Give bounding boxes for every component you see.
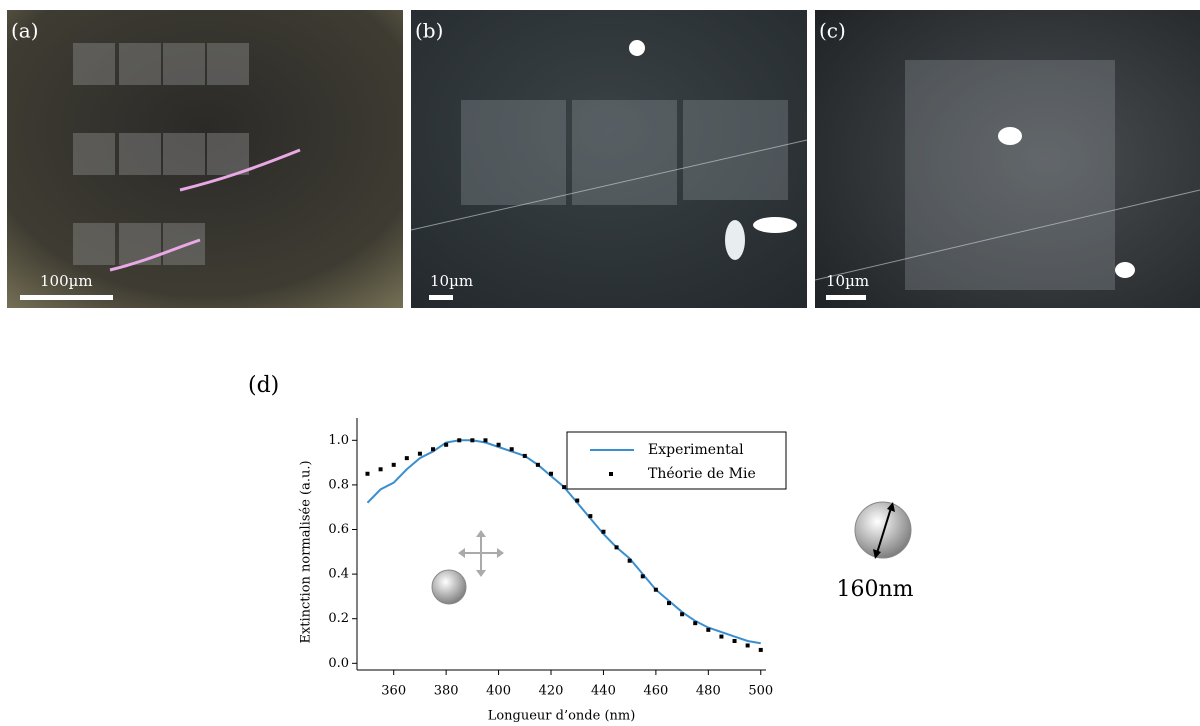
data-point bbox=[562, 485, 567, 490]
data-point bbox=[588, 514, 593, 519]
data-point bbox=[666, 601, 671, 606]
data-point bbox=[549, 471, 554, 476]
data-point bbox=[470, 438, 475, 443]
data-point bbox=[653, 587, 658, 592]
image-panel-a bbox=[7, 10, 403, 308]
data-point bbox=[601, 529, 606, 534]
legend-swatch bbox=[609, 472, 613, 476]
data-point bbox=[680, 612, 685, 617]
x-tick-label: 360 bbox=[381, 684, 406, 699]
data-point bbox=[719, 634, 724, 639]
y-tick-label: 0.6 bbox=[328, 522, 349, 537]
x-tick-label: 440 bbox=[591, 684, 616, 699]
sphere-icon bbox=[431, 501, 912, 605]
data-point bbox=[758, 647, 763, 652]
panel-label: (d) bbox=[248, 373, 279, 398]
legend-label: Théorie de Mie bbox=[648, 466, 756, 482]
panel-label: (c) bbox=[819, 19, 846, 43]
image-panel-c bbox=[814, 10, 1200, 308]
data-point bbox=[457, 438, 462, 443]
scale-label: 10µm bbox=[826, 272, 869, 290]
x-tick-label: 480 bbox=[696, 684, 721, 699]
image-panel-b bbox=[410, 10, 808, 308]
scale-label: 10µm bbox=[430, 272, 473, 290]
data-point bbox=[509, 447, 514, 452]
panel-label: (a) bbox=[11, 19, 39, 43]
data-point bbox=[404, 456, 409, 461]
data-point bbox=[640, 574, 645, 579]
x-tick-label: 420 bbox=[539, 684, 564, 699]
data-point bbox=[535, 462, 540, 467]
scale-label: 100µm bbox=[40, 272, 93, 290]
data-point bbox=[575, 498, 580, 503]
x-tick-label: 500 bbox=[748, 684, 773, 699]
data-point bbox=[365, 471, 370, 476]
data-point bbox=[417, 451, 422, 456]
data-point bbox=[745, 643, 750, 648]
y-tick-label: 0.0 bbox=[328, 656, 349, 671]
legend-box bbox=[566, 431, 787, 490]
panel-label: (b) bbox=[415, 19, 443, 43]
data-point bbox=[483, 438, 488, 443]
x-axis-label: Longueur d’onde (nm) bbox=[488, 709, 636, 724]
y-axis-label: Extinction normalisée (a.u.) bbox=[299, 460, 314, 643]
annotation: 160nm bbox=[836, 577, 913, 602]
data-point bbox=[614, 545, 619, 550]
y-tick-label: 0.4 bbox=[328, 567, 349, 582]
data-point bbox=[693, 621, 698, 626]
data-point bbox=[496, 442, 501, 447]
data-point bbox=[444, 442, 449, 447]
data-point bbox=[706, 627, 711, 632]
y-tick-label: 0.2 bbox=[328, 611, 349, 626]
data-point bbox=[378, 467, 383, 472]
data-point bbox=[522, 453, 527, 458]
data-point bbox=[391, 462, 396, 467]
x-tick-label: 380 bbox=[434, 684, 459, 699]
x-tick-label: 460 bbox=[643, 684, 668, 699]
data-point bbox=[431, 447, 436, 452]
x-tick-label: 400 bbox=[486, 684, 511, 699]
legend-label: Experimental bbox=[648, 442, 744, 458]
data-point bbox=[627, 558, 632, 563]
y-tick-label: 1.0 bbox=[328, 433, 349, 448]
y-tick-label: 0.8 bbox=[328, 477, 349, 492]
data-point bbox=[732, 639, 737, 644]
